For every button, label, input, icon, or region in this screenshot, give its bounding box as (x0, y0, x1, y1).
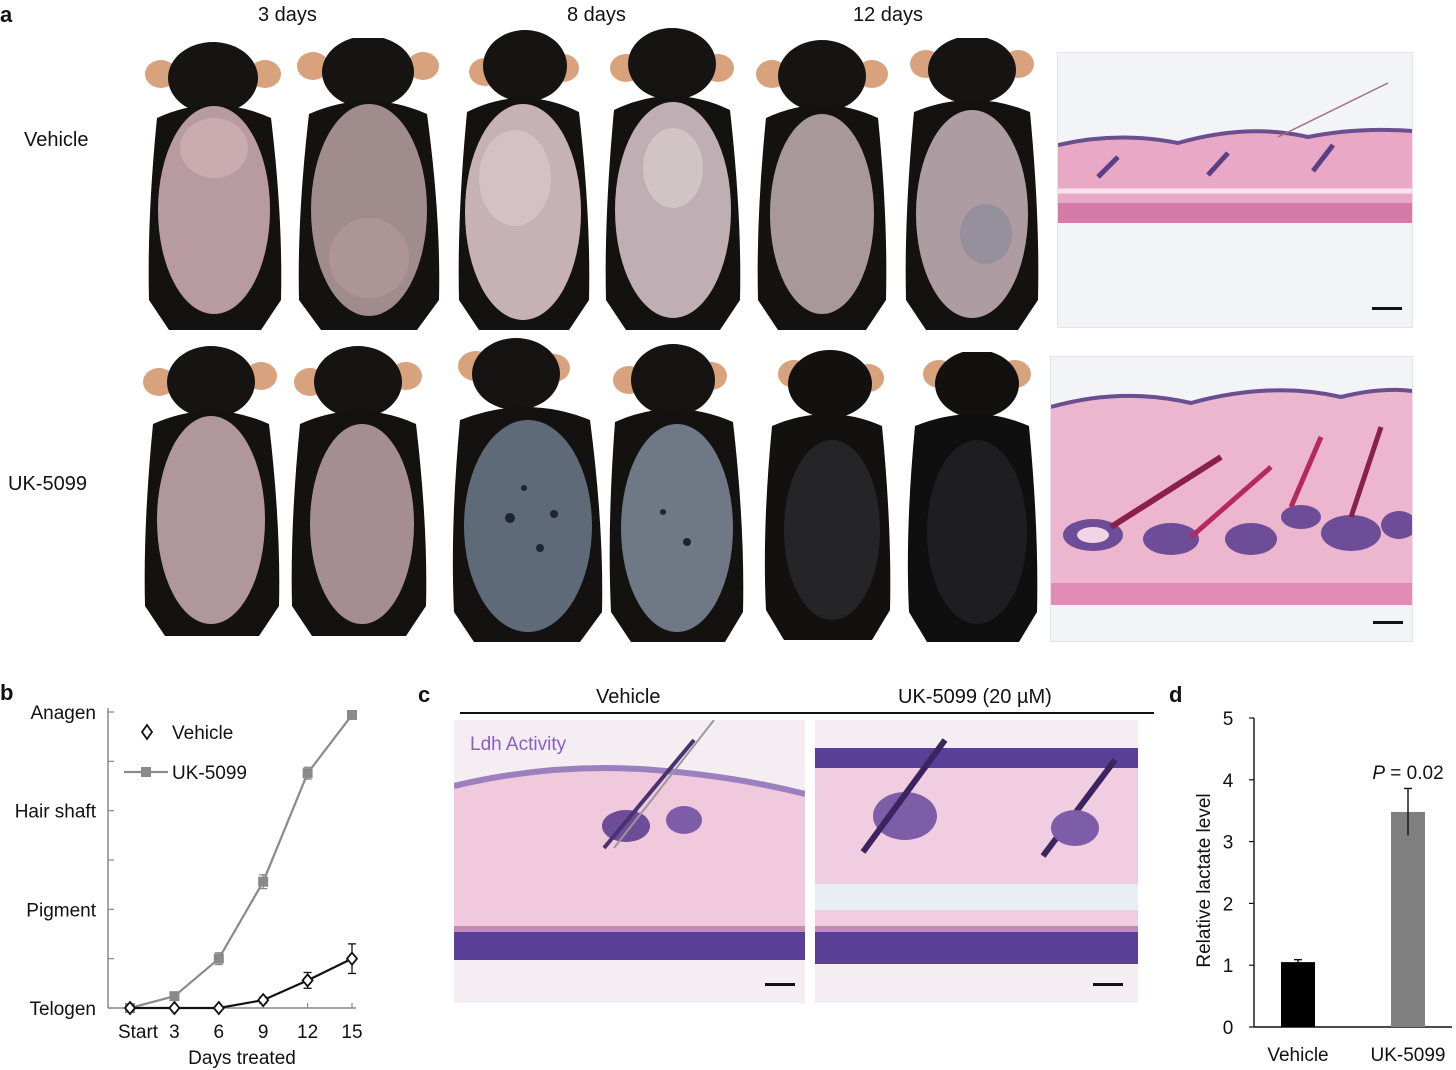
x-tick-label: 6 (214, 1022, 225, 1043)
y-tick-label: 2 (1223, 894, 1234, 915)
series-line-uk-5099 (129, 714, 353, 1010)
p-value-annotation: P = 0.02 (1372, 763, 1443, 784)
scale-bar (1373, 621, 1403, 624)
timepoint-8-days: 8 days (567, 4, 626, 26)
legend-label-vehicle: Vehicle (172, 723, 233, 744)
y-tick-label: 0 (1223, 1018, 1234, 1039)
data-point (123, 1000, 137, 1016)
column-label-uk5099: UK-5099 (20 µM) (898, 686, 1052, 708)
column-label-vehicle: Vehicle (596, 686, 661, 708)
mouse-photo (452, 338, 603, 642)
mouse-photo (297, 38, 440, 330)
timepoint-12-days: 12 days (853, 4, 924, 26)
y-tick-label: 3 (1223, 833, 1234, 854)
x-tick-label: Vehicle (1267, 1045, 1328, 1066)
data-point (169, 991, 180, 1002)
panel-c-label: c (418, 682, 431, 707)
panel-b-label: b (0, 680, 14, 705)
panel-d-label: d (1169, 682, 1183, 707)
mouse-photo (756, 40, 888, 330)
ldh-activity-label: Ldh Activity (470, 734, 567, 755)
x-tick-label: 3 (169, 1022, 180, 1043)
lactate-bar-chart: 0 1 2 3 4 5 Relative lactate level Vehicle UK-5… (1194, 709, 1452, 1066)
legend-marker-vehicle (140, 723, 154, 741)
y-tick-label: 5 (1223, 709, 1234, 730)
bar-vehicle (1281, 962, 1315, 1027)
x-tick-label: 15 (341, 1022, 362, 1043)
data-point (345, 951, 359, 967)
histology-uk5099 (1050, 356, 1413, 642)
y-tick-label: Telogen (29, 999, 96, 1020)
mouse-photo (905, 38, 1039, 330)
data-point (258, 876, 269, 887)
y-tick-label: Pigment (26, 900, 96, 921)
timepoint-3-days: 3 days (258, 4, 317, 26)
scale-bar (765, 983, 795, 986)
scale-bar (1093, 983, 1123, 986)
x-tick-label: 9 (258, 1022, 269, 1043)
data-point (213, 953, 224, 964)
mouse-photo (609, 344, 744, 642)
y-tick-label: Hair shaft (15, 802, 97, 823)
series-line-vehicle (130, 957, 353, 1010)
mouse-photo (291, 346, 427, 636)
y-tick-label: 1 (1223, 956, 1234, 977)
legend-marker-uk5099 (141, 767, 151, 777)
hair-cycle-line-chart: Telogen Pigment Hair shaft Anagen Start 3 6 9 12… (15, 703, 363, 1069)
x-axis-label: Days treated (188, 1048, 296, 1069)
histology-vehicle (1057, 52, 1413, 328)
x-tick-label: 12 (297, 1022, 318, 1043)
y-tick-label: 4 (1223, 771, 1234, 792)
ldh-histology-uk5099 (815, 720, 1138, 1003)
bar-uk-5099 (1391, 811, 1425, 1027)
row-label-vehicle: Vehicle (24, 129, 89, 151)
row-label-uk5099: UK-5099 (8, 473, 87, 495)
mouse-photo (907, 352, 1038, 642)
mouse-photo (145, 42, 282, 330)
mouse-photo (458, 30, 590, 330)
data-point (168, 1000, 181, 1016)
data-point (301, 972, 314, 988)
panel-a-label: a (0, 2, 13, 27)
legend-label-uk5099: UK-5099 (172, 763, 247, 784)
scale-bar (1372, 307, 1402, 310)
column-header-rule (460, 712, 1154, 714)
mouse-photo (764, 350, 891, 640)
x-tick-label: UK-5099 (1371, 1045, 1446, 1066)
y-tick-label: Anagen (30, 703, 96, 724)
mouse-photo (605, 28, 741, 330)
data-point (212, 1000, 225, 1016)
mouse-photo (143, 346, 280, 636)
data-point (302, 768, 313, 779)
data-point (347, 709, 357, 720)
ldh-histology-vehicle: Ldh Activity (454, 720, 805, 1003)
data-point (257, 992, 270, 1008)
x-tick-label: Start (118, 1022, 159, 1043)
y-axis-label: Relative lactate level (1194, 793, 1215, 967)
